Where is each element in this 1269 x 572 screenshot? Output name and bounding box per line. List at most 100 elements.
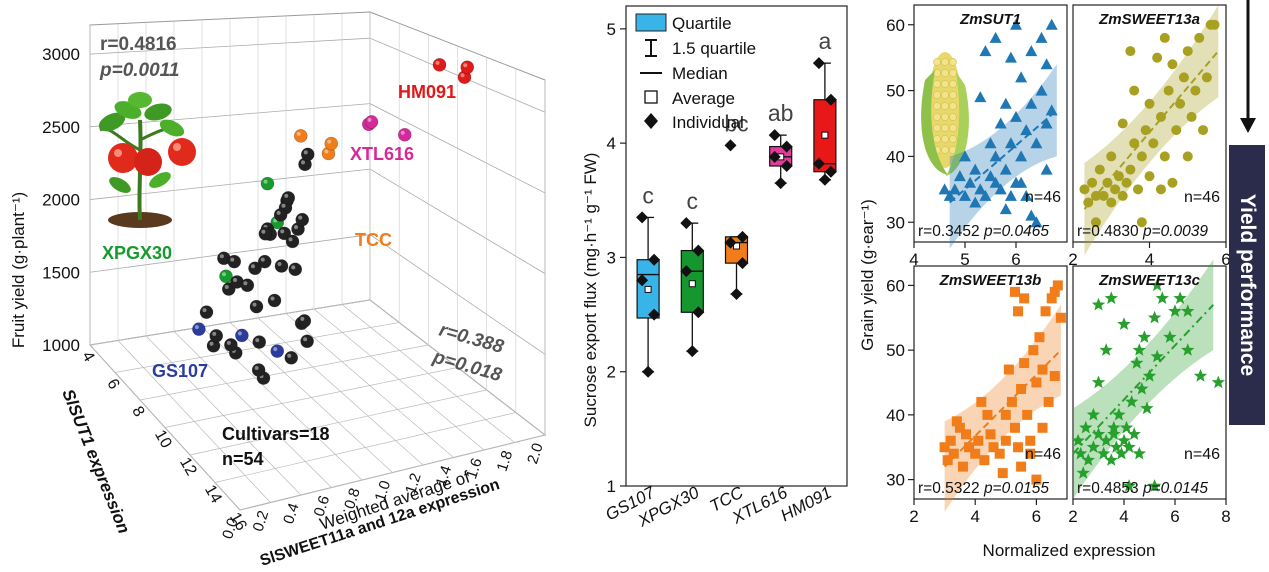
x-tick-label: 0.4 (280, 501, 303, 526)
point-cultivar (274, 259, 289, 273)
data-point-square (942, 455, 953, 466)
data-point-star (1081, 453, 1095, 466)
point-highlight (194, 325, 199, 330)
data-point-circle (1182, 46, 1193, 57)
point-highlight (301, 160, 305, 165)
data-point-star (1114, 446, 1129, 460)
data-point-star (1150, 349, 1164, 363)
point-highlight (291, 265, 296, 270)
data-point-circle (1136, 217, 1147, 228)
corn-kernel (933, 135, 941, 143)
scatter-3d-points (192, 58, 475, 385)
data-point-square (1055, 312, 1066, 323)
significance-letter: a (819, 28, 832, 54)
point-cultivar (273, 208, 288, 222)
data-point-triangle (994, 183, 1007, 195)
y-tick-label: 40 (886, 147, 905, 166)
legend-whisker: 1.5 quartile (672, 39, 756, 58)
data-point-triangle (1010, 110, 1022, 122)
corn-kernel (949, 102, 957, 110)
data-point-square (1052, 280, 1063, 291)
regression-fit-line (1072, 304, 1214, 455)
y-tick-label: 16 (226, 510, 250, 534)
x-tick-label: 2 (1068, 507, 1077, 526)
point-cultivar (258, 226, 273, 241)
gridline-y-floor (239, 434, 546, 511)
data-point-square (1049, 286, 1060, 297)
point-highlight (276, 210, 281, 215)
data-point-triangle (1025, 45, 1038, 57)
data-point-triangle (1004, 189, 1017, 201)
significance-letter: bc (724, 110, 748, 136)
gridline-y-floor (164, 367, 458, 428)
data-point-square (1046, 293, 1057, 304)
data-point-square (1009, 286, 1020, 297)
box-individual-point (774, 177, 787, 190)
point-highlight (280, 229, 285, 234)
data-point-square (1025, 448, 1036, 459)
data-point-circle (1106, 197, 1117, 208)
data-point-square (976, 396, 987, 407)
corn-kernel (941, 69, 949, 77)
data-point-star (1117, 317, 1131, 330)
gridline-y-floor (214, 412, 516, 483)
z-tick-label: 3000 (42, 45, 80, 64)
data-point-triangle (1035, 31, 1048, 43)
data-point-triangle (979, 45, 992, 57)
box-individual-point (642, 365, 655, 378)
data-point-circle (1094, 164, 1105, 175)
panel-n: n=46 (1184, 446, 1220, 463)
data-point-square (1034, 332, 1045, 343)
data-point-square (1019, 358, 1030, 369)
data-point-star (1104, 291, 1118, 304)
data-point-square (1013, 442, 1024, 453)
box-individual-point (824, 93, 837, 106)
point-highlight (224, 285, 229, 290)
x-tick-label: 6 (1170, 507, 1179, 526)
panel-r: r=0.4853 (1077, 480, 1143, 497)
box-individual-point (724, 236, 737, 249)
stat-p-top: p=0.0011 (99, 60, 179, 81)
point-highlight (252, 302, 257, 307)
data-point-star (1150, 278, 1164, 292)
data-point-circle (1163, 85, 1174, 96)
box-individual-point (724, 139, 737, 152)
point-highlight (230, 257, 235, 262)
y-tick-label: 40 (886, 406, 905, 425)
data-point-circle (1144, 171, 1155, 182)
point-highlight (219, 254, 224, 259)
legend-average: Average (672, 89, 735, 108)
data-point-triangle (994, 117, 1007, 129)
x-tick-label: 4 (970, 507, 979, 526)
box-individual-point (780, 160, 793, 172)
panel-title: ZmSWEET13c (1098, 272, 1201, 289)
corn-kernel (933, 80, 941, 88)
corn-kernel (933, 113, 941, 121)
point-cultivar (240, 278, 255, 293)
point-cultivar (281, 191, 296, 205)
y-tick-label: 30 (886, 213, 905, 232)
panel-n: n=46 (1184, 189, 1220, 206)
data-point-triangle (1020, 124, 1033, 136)
x-tick-label: 1.8 (494, 448, 517, 473)
y-tick-label: 4 (607, 134, 616, 153)
data-point-circle (1098, 190, 1109, 201)
data-point-triangle (1004, 137, 1017, 149)
point-highlight (435, 60, 440, 65)
data-point-circle (1113, 171, 1124, 182)
corn-husk-left (921, 70, 948, 175)
data-point-star (1181, 343, 1195, 356)
panel-p: p=0.0039 (1142, 223, 1208, 240)
corn-kernel (933, 91, 941, 99)
point-hm091 (460, 60, 475, 75)
data-point-star (1086, 407, 1101, 421)
data-point-circle (1178, 72, 1189, 83)
data-point-star (1122, 479, 1136, 492)
y-tick-label: 5 (607, 20, 616, 39)
box-individual-point (680, 217, 693, 230)
legend-whisker-icon (645, 39, 657, 57)
